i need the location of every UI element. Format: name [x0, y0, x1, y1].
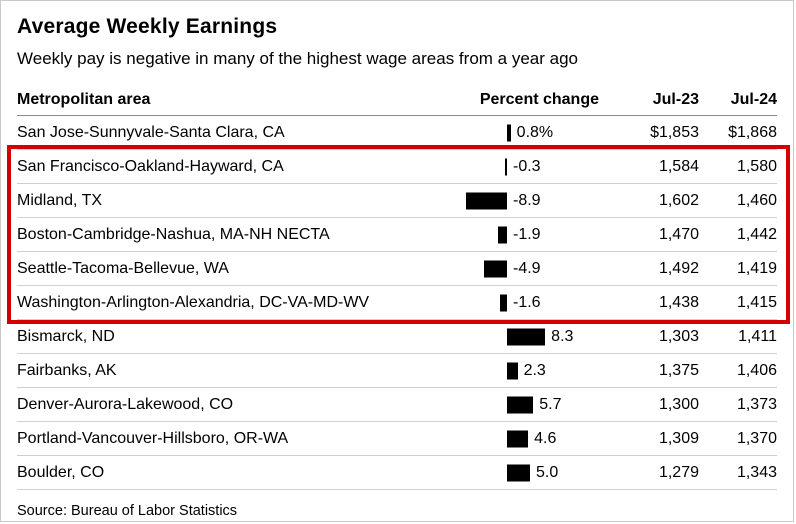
jul24-cell: 1,370	[736, 429, 777, 447]
jul23-cell: 1,470	[658, 225, 699, 243]
table-row: Bismarck, ND 8.3 1,303 1,411	[17, 320, 777, 354]
col-header-metro-area: Metropolitan area	[17, 91, 151, 108]
source-note: Source: Bureau of Labor Statistics	[17, 503, 238, 519]
percent-change-bar-cell: 4.6	[423, 422, 613, 455]
percent-label: 2.3	[523, 361, 546, 379]
jul23-cell: 1,375	[658, 361, 699, 379]
percent-bar	[499, 294, 507, 311]
jul23-cell: 1,602	[658, 191, 699, 209]
jul24-cell: $1,868	[728, 123, 777, 141]
percent-bar	[507, 362, 518, 379]
percent-bar	[505, 158, 507, 175]
col-header-jul23: Jul-23	[652, 91, 699, 108]
jul24-cell: 1,419	[736, 259, 777, 277]
percent-bar	[507, 430, 529, 447]
metro-area-cell: Bismarck, ND	[17, 327, 115, 345]
percent-bar	[507, 464, 530, 481]
percent-bar	[507, 124, 511, 141]
metro-area-cell: Portland-Vancouver-Hillsboro, OR-WA	[17, 429, 289, 447]
jul24-cell: 1,343	[736, 463, 777, 481]
table-row: San Jose-Sunnyvale-Santa Clara, CA 0.8% …	[17, 116, 777, 150]
metro-area-cell: Seattle-Tacoma-Bellevue, WA	[17, 259, 229, 277]
jul24-cell: 1,373	[736, 395, 777, 413]
metro-area-cell: Boston-Cambridge-Nashua, MA-NH NECTA	[17, 225, 330, 243]
metro-area-cell: Midland, TX	[17, 191, 103, 209]
jul23-cell: $1,853	[650, 123, 699, 141]
page-title: Average Weekly Earnings	[17, 15, 278, 38]
percent-change-bar-cell: -1.9	[423, 218, 613, 251]
jul23-cell: 1,309	[658, 429, 699, 447]
table-row: Midland, TX -8.9 1,602 1,460	[17, 184, 777, 218]
table-row: Washington-Arlington-Alexandria, DC-VA-M…	[17, 286, 777, 320]
jul24-cell: 1,460	[736, 191, 777, 209]
percent-bar	[507, 396, 534, 413]
jul23-cell: 1,438	[658, 293, 699, 311]
table-row: Denver-Aurora-Lakewood, CO 5.7 1,300 1,3…	[17, 388, 777, 422]
percent-label: 5.7	[539, 395, 562, 413]
jul24-cell: 1,442	[736, 225, 777, 243]
col-header-percent-change: Percent change	[479, 91, 599, 108]
jul23-cell: 1,300	[658, 395, 699, 413]
percent-label: 4.6	[534, 429, 557, 447]
percent-change-bar-cell: 8.3	[423, 320, 613, 353]
percent-label: -8.9	[513, 191, 541, 209]
table-header-row: Metropolitan area Percent change Jul-23 …	[17, 85, 777, 116]
table-row: San Francisco-Oakland-Hayward, CA -0.3 1…	[17, 150, 777, 184]
table-row: Seattle-Tacoma-Bellevue, WA -4.9 1,492 1…	[17, 252, 777, 286]
metro-area-cell: Fairbanks, AK	[17, 361, 117, 379]
table-row: Boulder, CO 5.0 1,279 1,343	[17, 456, 777, 490]
percent-bar	[484, 260, 507, 277]
table-row: Portland-Vancouver-Hillsboro, OR-WA 4.6 …	[17, 422, 777, 456]
percent-label: -1.6	[513, 293, 541, 311]
percent-label: 8.3	[551, 327, 574, 345]
percent-change-bar-cell: 5.7	[423, 388, 613, 421]
metro-area-cell: Washington-Arlington-Alexandria, DC-VA-M…	[17, 293, 370, 311]
jul23-cell: 1,303	[658, 327, 699, 345]
percent-label: -0.3	[513, 157, 541, 175]
percent-change-bar-cell: 2.3	[423, 354, 613, 387]
table-row: Fairbanks, AK 2.3 1,375 1,406	[17, 354, 777, 388]
percent-change-bar-cell: 5.0	[423, 456, 613, 489]
percent-change-bar-cell: 0.8%	[423, 116, 613, 149]
percent-label: -4.9	[513, 259, 541, 277]
percent-change-bar-cell: -4.9	[423, 252, 613, 285]
jul24-cell: 1,406	[736, 361, 777, 379]
metro-area-cell: Denver-Aurora-Lakewood, CO	[17, 395, 234, 413]
percent-bar	[507, 328, 546, 345]
jul24-cell: 1,411	[738, 327, 777, 345]
percent-change-bar-cell: -8.9	[423, 184, 613, 217]
metro-area-cell: San Francisco-Oakland-Hayward, CA	[17, 157, 284, 175]
metro-area-cell: San Jose-Sunnyvale-Santa Clara, CA	[17, 123, 285, 141]
percent-bar	[466, 192, 507, 209]
percent-label: 5.0	[536, 463, 559, 481]
page-subtitle: Weekly pay is negative in many of the hi…	[17, 49, 578, 68]
jul23-cell: 1,279	[658, 463, 699, 481]
percent-label: 0.8%	[516, 123, 554, 141]
table-row: Boston-Cambridge-Nashua, MA-NH NECTA -1.…	[17, 218, 777, 252]
col-header-jul24: Jul-24	[730, 91, 777, 108]
percent-change-bar-cell: -0.3	[423, 150, 613, 183]
percent-label: -1.9	[513, 225, 541, 243]
jul24-cell: 1,580	[736, 157, 777, 175]
percent-change-bar-cell: -1.6	[423, 286, 613, 319]
jul23-cell: 1,584	[658, 157, 699, 175]
metro-area-cell: Boulder, CO	[17, 463, 105, 481]
earnings-table: Metropolitan area Percent change Jul-23 …	[7, 85, 790, 490]
jul24-cell: 1,415	[736, 293, 777, 311]
percent-bar	[498, 226, 507, 243]
jul23-cell: 1,492	[658, 259, 699, 277]
